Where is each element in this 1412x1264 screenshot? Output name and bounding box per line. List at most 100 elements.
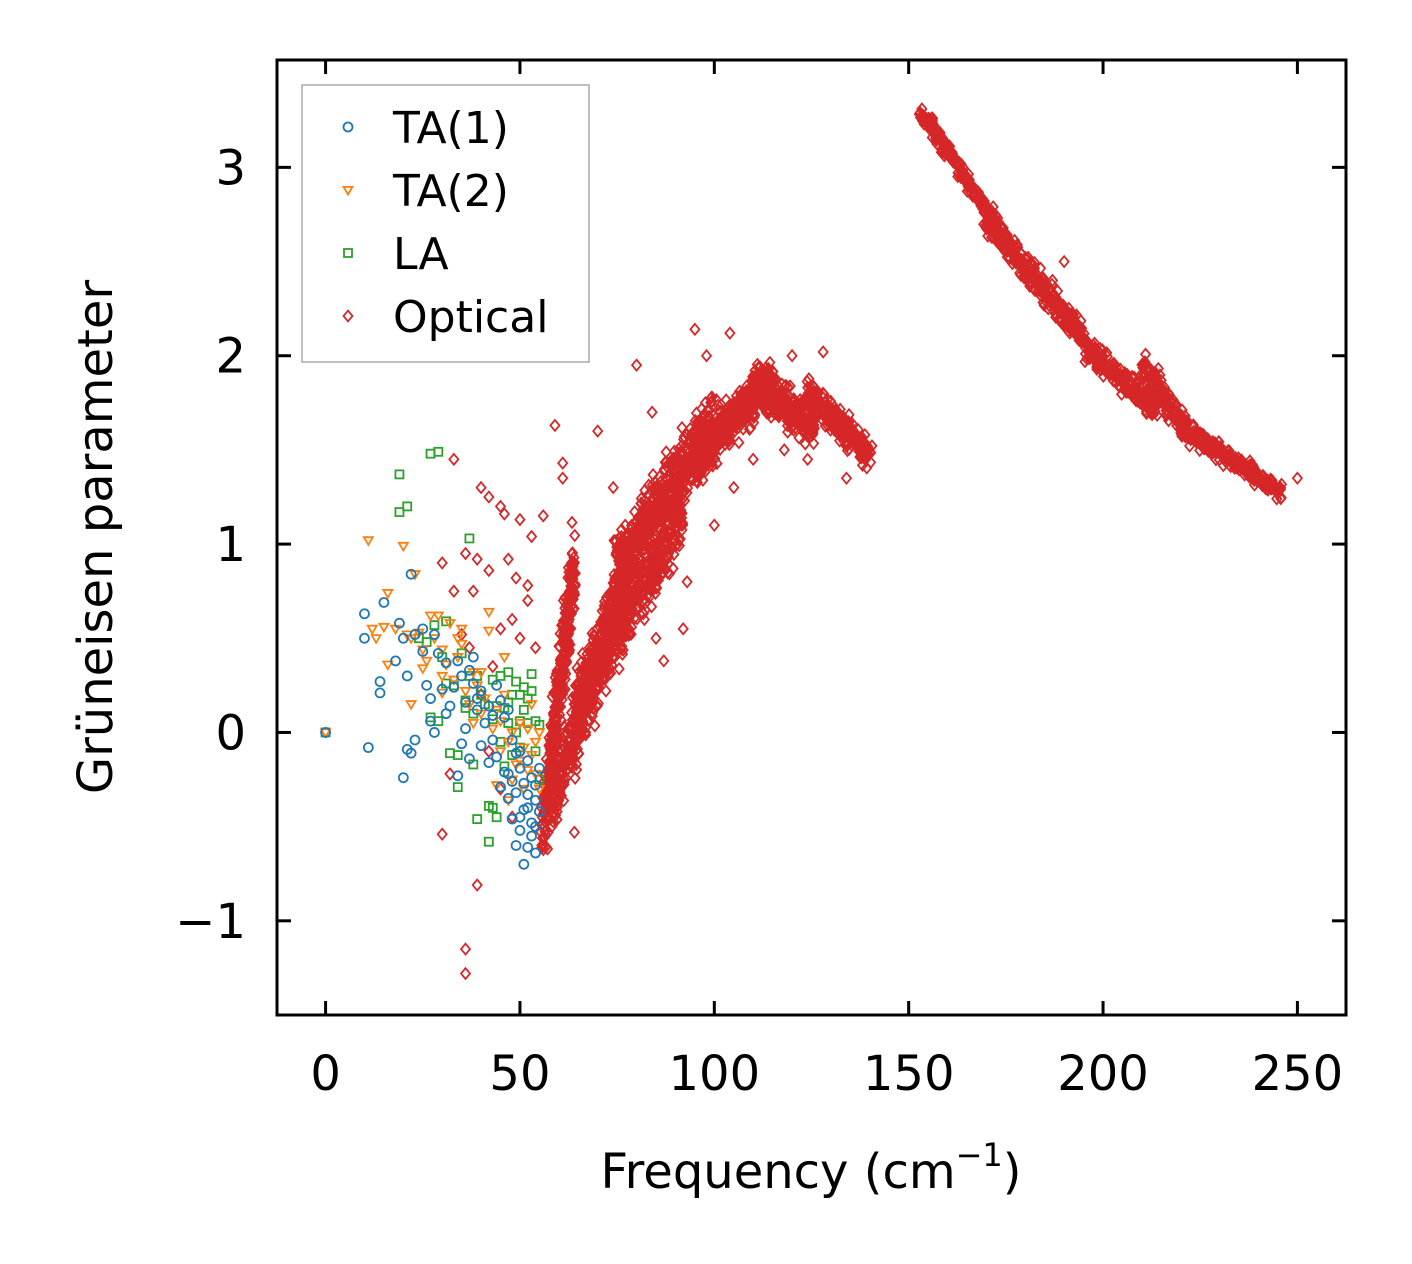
data-point-optical: [941, 138, 953, 153]
y-tick-label: −1: [175, 894, 246, 950]
data-point-optical: [1160, 407, 1173, 421]
data-point-optical: [1156, 390, 1168, 405]
data-point-optical: [1050, 310, 1062, 325]
data-point-ta-2-: [381, 589, 394, 600]
data-point-optical: [498, 507, 511, 521]
data-point-optical: [956, 167, 969, 182]
data-point-ta-2-: [424, 611, 437, 622]
data-point-optical: [564, 606, 576, 621]
data-point-optical: [591, 638, 604, 653]
data-point-optical: [608, 613, 620, 628]
data-point-optical: [704, 443, 716, 458]
data-point-optical: [514, 631, 526, 646]
data-point-optical: [436, 827, 448, 841]
data-point-ta-1-: [448, 681, 460, 693]
data-point-optical: [659, 563, 672, 577]
data-point-optical: [544, 784, 556, 799]
data-point-optical: [598, 594, 611, 609]
data-point-optical: [630, 358, 643, 372]
data-point-optical: [684, 433, 696, 448]
data-point-optical: [856, 458, 869, 472]
data-point-optical: [736, 413, 749, 427]
data-point-optical: [981, 215, 993, 229]
x-tick-label: 100: [669, 1046, 761, 1102]
data-point-optical: [862, 442, 875, 457]
data-point-optical: [560, 655, 572, 670]
data-point-optical: [690, 474, 703, 488]
data-point-optical: [562, 620, 575, 635]
data-point-optical: [730, 416, 743, 430]
data-point-optical: [806, 398, 818, 413]
data-point-optical: [514, 512, 526, 527]
data-point-optical: [1238, 468, 1251, 482]
data-point-optical: [552, 781, 564, 796]
data-point-optical: [817, 386, 829, 401]
points-layer: [319, 102, 1304, 981]
data-point-optical: [1140, 404, 1153, 419]
data-point-ta-1-: [530, 847, 541, 859]
data-point-optical: [658, 654, 670, 668]
data-point-optical: [677, 476, 689, 490]
data-point-optical: [1008, 249, 1021, 264]
data-point-ta-1-: [506, 734, 518, 746]
data-point-optical: [799, 437, 811, 451]
data-point-optical: [637, 606, 649, 621]
x-axis-label: Frequency (cm−1): [600, 1136, 1021, 1200]
data-point-optical: [618, 566, 631, 581]
legend-entries: TA(1) TA(2) LA Optical: [341, 103, 548, 343]
data-point-optical: [812, 386, 824, 400]
x-tick-label: 200: [1057, 1046, 1149, 1102]
data-point-optical: [1046, 273, 1059, 288]
data-point-optical: [610, 548, 622, 562]
data-point-optical: [853, 442, 866, 456]
data-point-optical: [579, 703, 592, 718]
data-point-la: [503, 667, 514, 678]
data-point-ta-1-: [514, 811, 526, 823]
data-point-optical: [625, 627, 637, 642]
data-point-optical: [592, 680, 605, 695]
data-point-ta-1-: [506, 776, 518, 787]
data-point-optical: [638, 612, 651, 627]
data-point-ta-1-: [471, 693, 483, 704]
data-point-optical: [653, 469, 666, 484]
data-point-optical: [1252, 471, 1265, 485]
data-point-ta-2-: [370, 634, 383, 645]
data-point-optical: [578, 692, 590, 707]
data-point-optical: [849, 426, 861, 440]
data-point-optical: [657, 528, 670, 542]
data-point-optical: [786, 348, 798, 363]
data-point-ta-1-: [452, 770, 464, 782]
legend-label: LA: [393, 229, 449, 280]
data-point-optical: [1186, 419, 1199, 434]
data-point-optical: [944, 148, 956, 162]
data-point-optical: [544, 745, 556, 760]
data-point-ta-1-: [526, 830, 538, 842]
data-point-optical: [690, 455, 702, 470]
data-point-ta-1-: [417, 623, 429, 635]
data-point-optical: [975, 196, 988, 210]
data-point-optical: [1119, 368, 1131, 382]
data-point-optical: [802, 386, 815, 400]
data-point-optical: [529, 640, 542, 655]
data-point-optical: [557, 652, 569, 667]
data-point-optical: [662, 481, 674, 495]
data-point-optical: [746, 399, 758, 414]
data-point-optical: [525, 529, 538, 544]
data-point-optical: [615, 631, 627, 646]
data-point-ta-1-: [487, 710, 499, 721]
data-point-optical: [576, 646, 589, 661]
data-point-optical: [689, 322, 701, 337]
data-point-optical: [861, 461, 873, 475]
data-point-ta-2-: [377, 622, 390, 634]
data-point-optical: [555, 743, 568, 757]
data-point-optical: [597, 631, 609, 646]
data-point-ta-1-: [409, 734, 421, 746]
data-point-ta-1-: [362, 742, 374, 753]
data-point-optical: [607, 641, 620, 655]
data-point-optical: [806, 417, 818, 431]
data-point-la: [464, 533, 475, 544]
data-point-la: [452, 782, 463, 792]
data-point-optical: [1037, 277, 1050, 292]
data-point-ta-1-: [514, 825, 526, 836]
data-point-optical: [772, 390, 785, 405]
